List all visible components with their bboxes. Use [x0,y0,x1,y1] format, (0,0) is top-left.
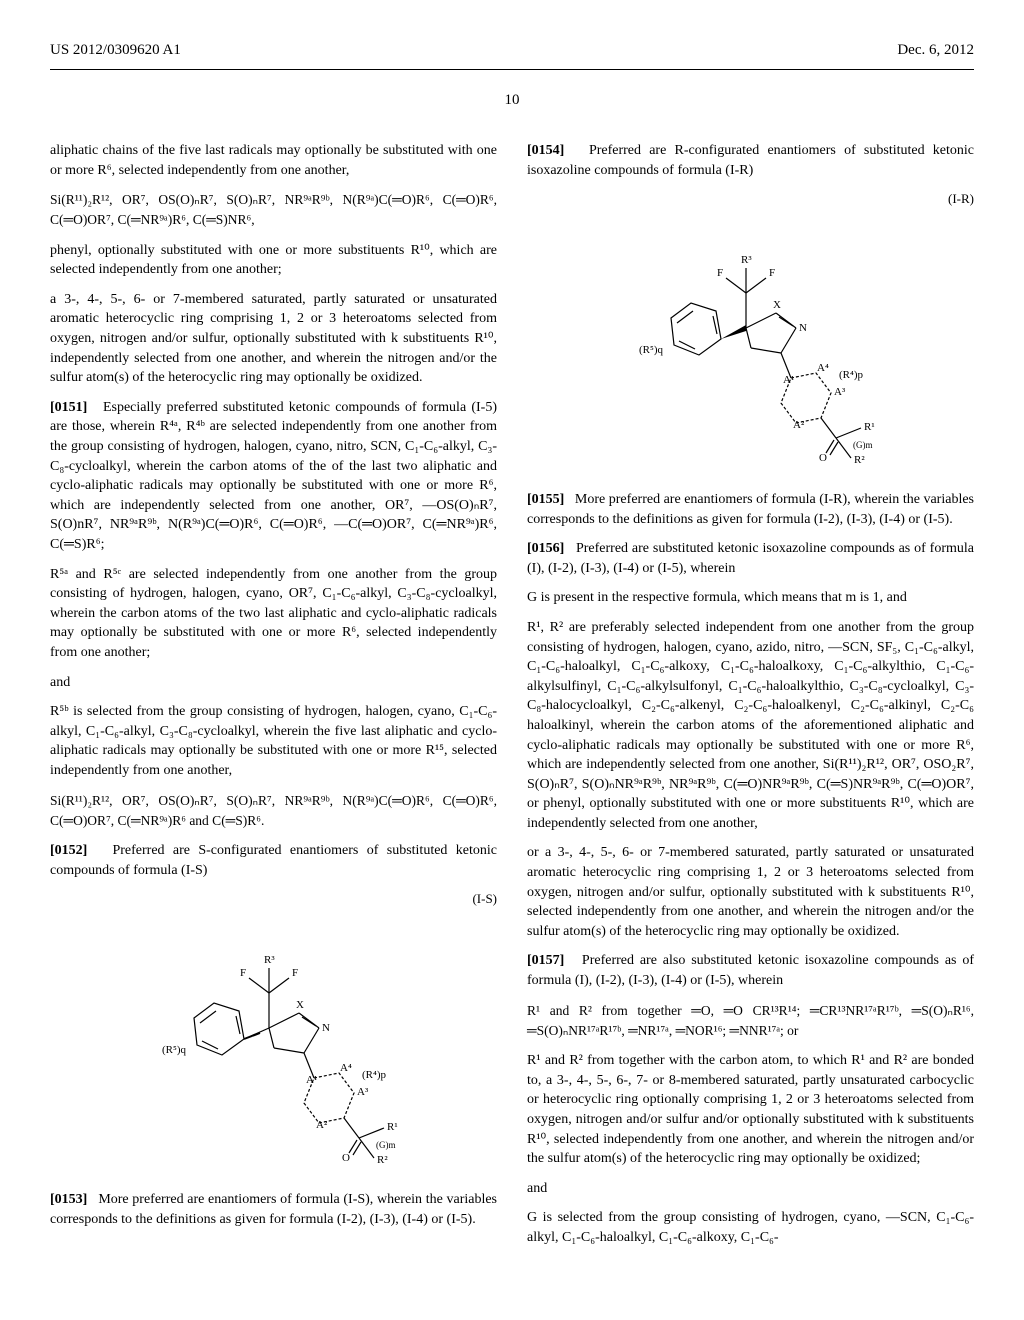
patent-date: Dec. 6, 2012 [897,40,974,61]
chem-text: Si(R¹¹)₂R¹², OR⁷, OS(O)ₙR⁷, S(O)ₙR⁷, NR⁹… [50,190,497,231]
formula-label-r: (I-R) [527,190,974,208]
svg-text:R¹: R¹ [864,421,875,433]
svg-text:A¹: A¹ [306,1074,317,1086]
chem-text: Si(R¹¹)₂R¹², OR⁷, OS(O)ₙR⁷, S(O)ₙR⁷, NR⁹… [50,791,497,832]
para-155: [0155] More preferred are enantiomers of… [527,490,974,529]
para-157: [0157] Preferred are also substituted ke… [527,951,974,990]
svg-text:(G)m: (G)m [853,440,873,450]
left-column: aliphatic chains of the five last radica… [50,141,497,1257]
para-154: [0154] Preferred are R-configurated enan… [527,141,974,180]
svg-text:F: F [717,267,723,279]
para-text: and [527,1179,974,1199]
svg-text:O: O [819,452,827,463]
para-text: phenyl, optionally substituted with one … [50,241,497,280]
para-body: Preferred are S-configurated enantiomers… [50,843,497,878]
svg-text:X: X [296,999,304,1011]
svg-text:(G)m: (G)m [376,1140,396,1150]
svg-text:R²: R² [377,1154,388,1163]
para-text: R⁵ᵇ is selected from the group consistin… [50,702,497,780]
svg-text:N: N [799,322,807,334]
svg-text:(R⁵)q: (R⁵)q [639,344,663,356]
content-columns: aliphatic chains of the five last radica… [50,141,974,1257]
para-156: [0156] Preferred are substituted ketonic… [527,539,974,578]
para-151: [0151] Especially preferred substituted … [50,398,497,555]
para-text: R¹, R² are preferably selected independe… [527,618,974,834]
svg-text:R¹: R¹ [387,1121,398,1133]
svg-text:A³: A³ [834,386,846,398]
para-text: or a 3-, 4-, 5-, 6- or 7-membered satura… [527,843,974,941]
svg-text:F: F [292,967,298,979]
svg-text:A⁴: A⁴ [817,362,829,374]
para-text: R¹ and R² from together with the carbon … [527,1051,974,1169]
para-number: [0151] [50,400,87,415]
svg-text:A³: A³ [357,1086,369,1098]
svg-text:(R⁵)q: (R⁵)q [162,1044,186,1056]
para-body: Preferred are R-configurated enantiomers… [527,143,974,178]
para-number: [0157] [527,953,564,968]
para-text: R⁵ᵃ and R⁵ᶜ are selected independently f… [50,565,497,663]
para-body: More preferred are enantiomers of formul… [527,492,974,527]
para-text: a 3-, 4-, 5-, 6- or 7-membered saturated… [50,290,497,388]
para-text: G is present in the respective formula, … [527,588,974,608]
page-number: 10 [50,90,974,111]
svg-text:A⁴: A⁴ [340,1062,352,1074]
svg-text:F: F [240,967,246,979]
patent-number: US 2012/0309620 A1 [50,40,181,61]
para-text: aliphatic chains of the five last radica… [50,141,497,180]
svg-text:N: N [322,1022,330,1034]
para-body: Especially preferred substituted ketonic… [50,400,497,552]
svg-text:F: F [769,267,775,279]
para-number: [0153] [50,1192,87,1207]
right-column: [0154] Preferred are R-configurated enan… [527,141,974,1257]
svg-text:R³: R³ [264,954,275,966]
chem-text: R¹ and R² from together ═O, ═O CR¹³R¹⁴; … [527,1001,974,1042]
svg-text:A²: A² [793,419,805,431]
svg-text:A²: A² [316,1119,328,1131]
page-header: US 2012/0309620 A1 Dec. 6, 2012 [50,40,974,61]
para-text: and [50,673,497,693]
svg-text:A¹: A¹ [783,374,794,386]
formula-label-s: (I-S) [50,890,497,908]
para-text: G is selected from the group consisting … [527,1208,974,1247]
svg-text:O: O [342,1152,350,1163]
header-rule [50,69,974,70]
para-153: [0153] More preferred are enantiomers of… [50,1190,497,1229]
svg-text:R²: R² [854,454,865,463]
svg-text:X: X [773,299,781,311]
para-body: Preferred are substituted ketonic isoxaz… [527,541,974,576]
para-body: Preferred are also substituted ketonic i… [527,953,974,988]
svg-text:R³: R³ [741,254,752,266]
para-number: [0154] [527,143,564,158]
chemical-structure-s: R³ F F X N (R⁵)q A⁴ A³ (R⁴)p A¹ A² R¹ R²… [50,923,497,1170]
para-body: More preferred are enantiomers of formul… [50,1192,497,1227]
para-number: [0156] [527,541,564,556]
svg-text:(R⁴)p: (R⁴)p [839,369,863,381]
para-number: [0155] [527,492,564,507]
para-number: [0152] [50,843,87,858]
svg-text:(R⁴)p: (R⁴)p [362,1069,386,1081]
chemical-structure-r: R³ F F X N (R⁵)q A⁴ A³ (R⁴)p A¹ A² R¹ R²… [527,223,974,470]
para-152: [0152] Preferred are S-configurated enan… [50,841,497,880]
